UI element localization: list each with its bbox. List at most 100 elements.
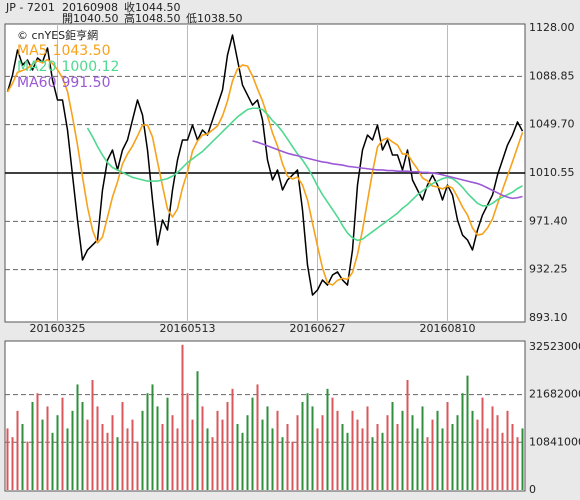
volume-bar	[156, 406, 159, 490]
volume-bar	[176, 428, 179, 490]
volume-bar	[201, 406, 204, 490]
volume-bar	[286, 424, 289, 490]
volume-bar	[101, 424, 104, 490]
marks: 20160325 20160513 20160627 20160810 1128.00 1…	[5, 21, 580, 496]
volume-bar	[256, 384, 259, 490]
volume-bar	[401, 410, 404, 490]
watermark: © cnYES鉅亨網	[17, 28, 98, 42]
y-tick-label: 1128.00	[529, 21, 575, 34]
volume-bar	[426, 437, 429, 490]
volume-bar	[211, 437, 214, 490]
volume-bar	[6, 428, 9, 490]
y-tick-label: 932.25	[529, 263, 568, 276]
volume-bar	[141, 410, 144, 490]
volume-bar	[11, 437, 14, 490]
volume-bar	[476, 419, 479, 490]
high-price: 高1048.50	[124, 11, 181, 25]
volume-bar	[51, 432, 54, 490]
y-tick-label: 32523000	[529, 340, 580, 353]
volume-bar	[281, 437, 284, 490]
volume-bar	[171, 415, 174, 490]
volume-bar	[216, 410, 219, 490]
volume-bar	[306, 393, 309, 490]
volume-bar	[396, 424, 399, 490]
volume-bar	[386, 415, 389, 490]
volume-bar	[511, 424, 514, 490]
volume-bar	[501, 432, 504, 490]
symbol: JP - 7201	[5, 1, 55, 14]
legend-name: MA60	[17, 75, 56, 91]
volume-bar	[331, 397, 334, 490]
volume-bar	[371, 437, 374, 490]
volume-bar	[411, 415, 414, 490]
volume-bar	[146, 393, 149, 490]
x-tick-label: 20160513	[160, 322, 216, 335]
volume-bar	[66, 428, 69, 490]
volume-bar	[16, 410, 19, 490]
volume-bar	[116, 437, 119, 490]
volume-bar	[516, 437, 519, 490]
volume-bar	[86, 419, 89, 490]
y-tick-label: 971.40	[529, 214, 568, 227]
volume-bar	[506, 410, 509, 490]
open-price: 開1040.50	[62, 12, 119, 25]
volume-bar	[136, 441, 139, 490]
volume-bar	[251, 397, 254, 490]
volume-bar	[236, 424, 239, 490]
volume-bar	[106, 432, 109, 490]
volume-bar	[321, 415, 324, 490]
legend-value: 991.50	[61, 75, 110, 91]
volume-bar	[266, 406, 269, 490]
volume-bar	[181, 344, 184, 490]
volume-bar	[451, 424, 454, 490]
volume-bar	[46, 406, 49, 490]
volume-bar	[76, 384, 79, 490]
y-tick-label: 1088.85	[529, 69, 575, 82]
volume-bar	[126, 428, 129, 490]
volume-bar	[486, 428, 489, 490]
legend-name: MA20	[17, 59, 56, 75]
date: 20160908	[62, 1, 118, 14]
volume-bar	[441, 428, 444, 490]
y-tick-label: 10841000	[529, 435, 580, 448]
volume-bar	[311, 406, 314, 490]
volume-bar	[301, 402, 304, 490]
volume-bar	[196, 371, 199, 490]
volume-bar	[391, 402, 394, 490]
y-tick-label: 21682000	[529, 388, 580, 401]
legend-ma5: MA5 1043.50	[17, 43, 110, 59]
volume-bar	[471, 410, 474, 490]
volume-bar	[96, 406, 99, 490]
volume-bar	[246, 415, 249, 490]
price-line	[6, 34, 524, 296]
volume-bar	[166, 397, 169, 490]
volume-bar	[36, 393, 39, 490]
volume-bar	[26, 441, 29, 490]
volume-bar	[111, 415, 114, 490]
volume-bar	[446, 402, 449, 490]
y-tick-label: 1010.55	[529, 166, 575, 179]
volume-bar	[61, 397, 64, 490]
x-tick-label: 20160627	[290, 322, 346, 335]
volume-bar	[316, 428, 319, 490]
volume-bar	[351, 410, 354, 490]
volume-bar	[521, 428, 524, 490]
volume-bar	[496, 415, 499, 490]
volume-bar	[436, 410, 439, 490]
volume-bar	[56, 415, 59, 490]
ma-line	[6, 58, 524, 286]
volume-bar	[416, 428, 419, 490]
low-price: 低1038.50	[186, 12, 243, 25]
volume-bar	[271, 428, 274, 490]
legend-name: MA5	[17, 43, 48, 59]
volume-bar	[456, 415, 459, 490]
volume-bar	[296, 415, 299, 490]
volume-bar	[406, 380, 409, 490]
volume-bar	[31, 402, 34, 490]
x-tick-label: 20160810	[420, 322, 476, 335]
volume-bar	[341, 424, 344, 490]
volume-bar	[381, 432, 384, 490]
volume-bar	[361, 428, 364, 490]
volume-bar	[291, 441, 294, 490]
volume-bar	[41, 419, 44, 490]
